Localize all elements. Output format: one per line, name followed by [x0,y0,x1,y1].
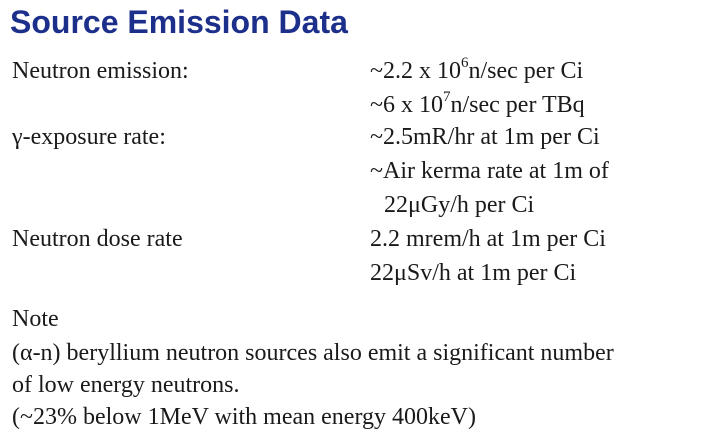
air-kerma-dose-value: 22μGy/h per Ci [384,192,535,218]
neutron-dose-label: Neutron dose rate [12,226,183,252]
neutron-dose-value-sv: 22μSv/h at 1m per Ci [370,260,577,286]
note-line: of low energy neutrons. [12,372,240,398]
air-kerma-value: ~Air kerma rate at 1m of [370,158,609,184]
note-line: (~23% below 1MeV with mean energy 400keV… [12,404,476,430]
neutron-emission-label: Neutron emission: [12,58,189,84]
page-title: Source Emission Data [10,4,348,40]
neutron-emission-value-tbq: ~6 x 107n/sec per TBq [370,89,585,119]
gamma-exposure-value: ~2.5mR/hr at 1m per Ci [370,124,600,150]
neutron-dose-value-mrem: 2.2 mrem/h at 1m per Ci [370,226,606,252]
note-line: (α-n) beryllium neutron sources also emi… [12,340,614,366]
note-heading: Note [12,306,59,332]
neutron-emission-value-ci: ~2.2 x 106n/sec per Ci [370,55,584,85]
gamma-exposure-label: γ-exposure rate: [12,124,166,150]
